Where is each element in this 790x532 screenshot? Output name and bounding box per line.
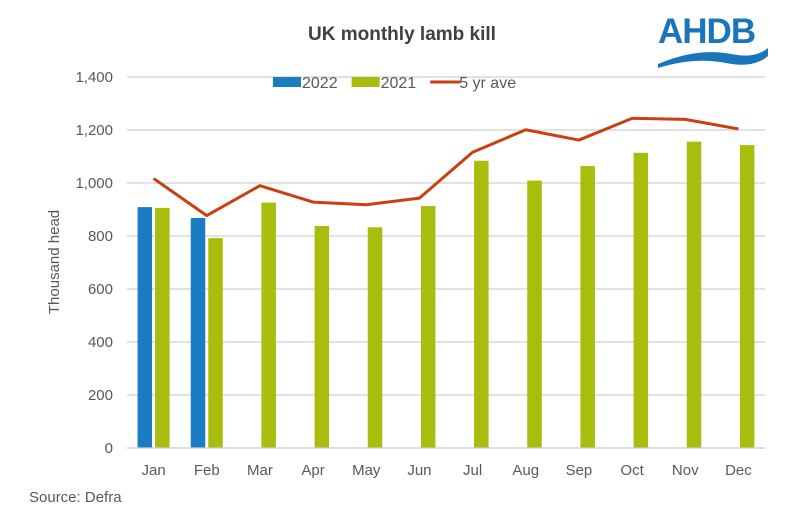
y-tick-label: 400	[88, 334, 113, 351]
line-series	[152, 116, 739, 218]
bar-2021-dec	[739, 145, 755, 449]
bar-2021-feb	[208, 238, 223, 448]
legend-label: 5 yr ave	[459, 75, 516, 92]
bar-2021-oct	[633, 152, 649, 449]
bar-2021-may	[367, 227, 383, 448]
x-tick-label: Oct	[620, 462, 644, 479]
y-tick-label: 0	[105, 440, 113, 457]
y-tick-label: 800	[88, 228, 113, 245]
y-tick-label: 200	[88, 387, 113, 404]
legend-swatch-2021	[351, 77, 380, 87]
ahdb-logo: AHDB	[656, 12, 771, 72]
bar-2021-apr	[314, 225, 330, 448]
chart-title: UK monthly lamb kill	[308, 24, 496, 45]
bar-2021-jan	[155, 207, 170, 448]
bar-2022-feb	[190, 217, 206, 448]
bar-2021-jun	[420, 206, 436, 448]
y-tick-label: 1,000	[75, 175, 113, 192]
gridlines	[127, 76, 765, 449]
line-5-yr-ave	[152, 116, 739, 218]
legend-label: 2021	[381, 75, 417, 92]
x-tick-label: Sep	[566, 462, 593, 479]
source-note: Source: Defra	[29, 489, 122, 506]
y-tick-label: 1,200	[75, 122, 113, 139]
x-axis-ticks: Jan Feb Mar Apr May Jun Jul Aug Sep Oct Nov Dec	[141, 462, 752, 479]
bar-2022-jan	[137, 207, 153, 448]
legend-label: 2022	[302, 75, 338, 92]
legend: 2022 2021 5 yr ave	[273, 75, 516, 92]
legend-swatch-2022	[273, 77, 301, 87]
bar-2021-aug	[527, 180, 542, 449]
x-tick-label: Apr	[301, 462, 324, 479]
x-tick-label: Feb	[194, 462, 220, 479]
x-tick-label: Jan	[141, 462, 165, 479]
logo-text: AHDB	[658, 12, 756, 51]
x-tick-label: Mar	[247, 462, 273, 479]
bar-2021-jul	[474, 160, 489, 449]
wave-icon	[658, 48, 768, 68]
x-tick-label: Aug	[512, 462, 539, 479]
x-tick-label: Nov	[672, 462, 699, 479]
bar-2021-sep	[580, 166, 595, 449]
bars	[127, 141, 765, 449]
y-tick-label: 1,400	[75, 69, 113, 86]
x-tick-label: Jun	[407, 462, 431, 479]
x-tick-label: Dec	[725, 462, 752, 479]
x-tick-label: Jul	[463, 462, 482, 479]
y-axis-title: Thousand head	[46, 210, 63, 314]
x-tick-label: May	[352, 462, 381, 479]
y-tick-label: 600	[88, 281, 113, 298]
bar-2021-nov	[686, 141, 702, 448]
bar-2021-mar	[261, 202, 276, 448]
y-axis-ticks: 0 200 400 600 800 1,000 1,200 1,400	[75, 69, 113, 457]
